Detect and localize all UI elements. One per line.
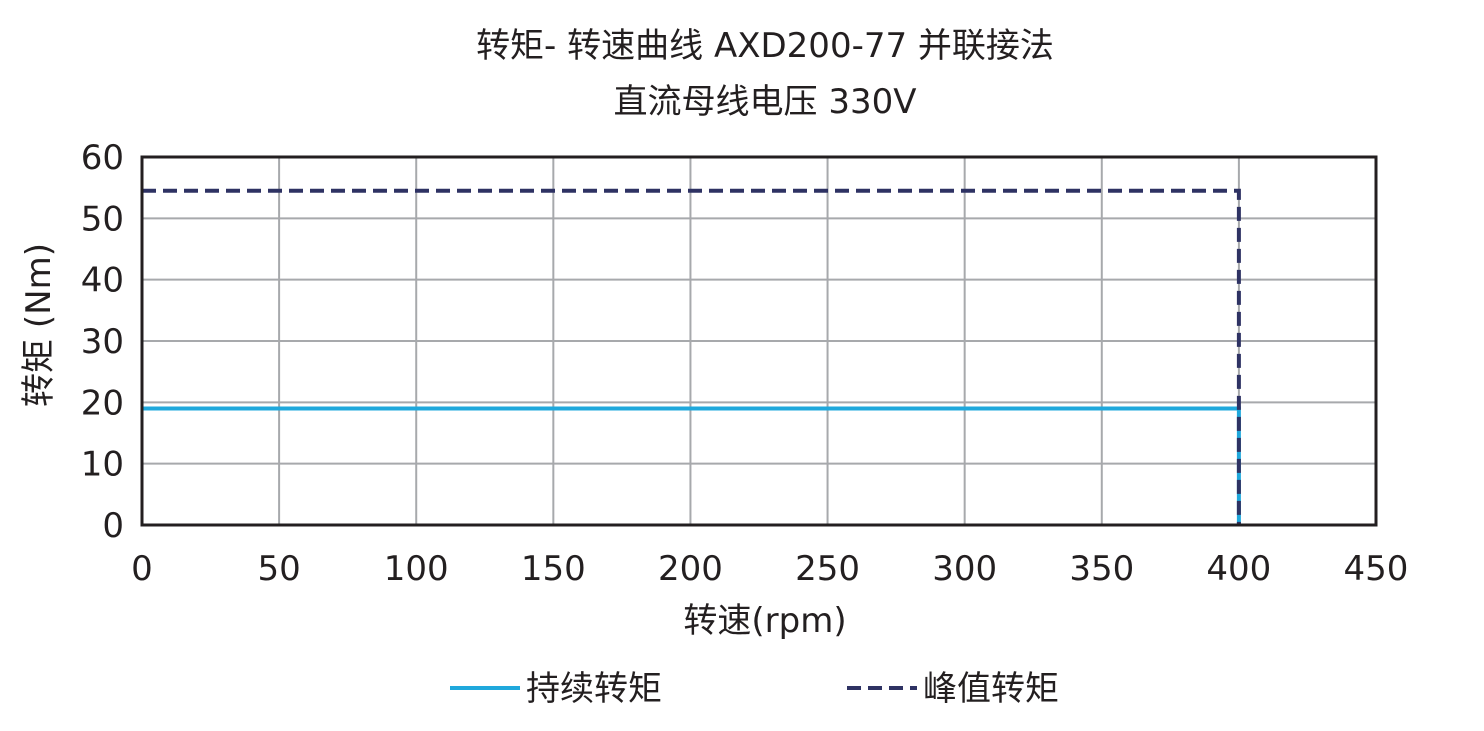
legend-label: 持续转矩 (526, 669, 662, 709)
x-tick-label: 200 (658, 549, 723, 589)
x-tick-label: 450 (1344, 549, 1409, 589)
y-axis-label: 转矩 (Nm) (19, 243, 59, 407)
x-tick-label: 100 (384, 549, 449, 589)
x-tick-labels: 0 50 100 150 200 250 300 350 400 450 (131, 549, 1408, 589)
y-tick-label: 50 (81, 199, 124, 239)
grid-lines (142, 157, 1376, 525)
x-tick-label: 300 (932, 549, 997, 589)
legend-label: 峰值转矩 (923, 669, 1059, 709)
x-tick-label: 400 (1206, 549, 1271, 589)
y-tick-label: 10 (81, 445, 124, 485)
y-tick-labels: 0 10 20 30 40 50 60 (81, 138, 124, 546)
chart-subtitle: 直流母线电压 330V (614, 82, 917, 122)
y-tick-label: 0 (102, 506, 124, 546)
legend: 持续转矩 峰值转矩 (450, 669, 1059, 709)
y-tick-label: 60 (81, 138, 124, 178)
x-tick-label: 250 (795, 549, 860, 589)
x-axis-label: 转速(rpm) (683, 601, 846, 641)
x-tick-label: 350 (1069, 549, 1134, 589)
y-tick-label: 40 (81, 261, 124, 301)
x-tick-label: 0 (131, 549, 153, 589)
y-tick-label: 30 (81, 322, 124, 362)
y-tick-label: 20 (81, 383, 124, 423)
x-tick-label: 150 (521, 549, 586, 589)
x-tick-label: 50 (257, 549, 300, 589)
chart-title: 转矩- 转速曲线 AXD200-77 并联接法 (476, 26, 1054, 66)
